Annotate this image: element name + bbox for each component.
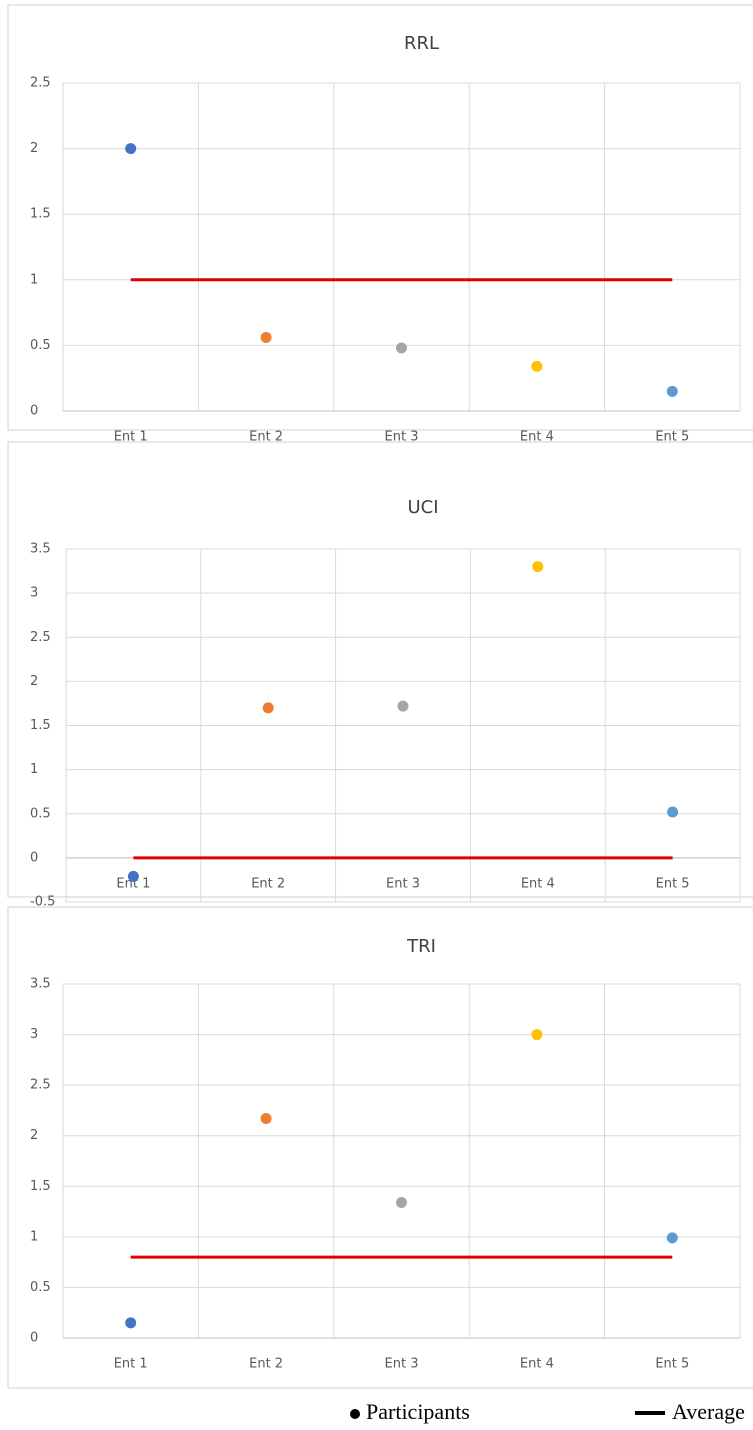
chart-title: UCI [407, 497, 438, 518]
data-point [262, 702, 274, 714]
y-tick-label: 0.5 [30, 338, 51, 353]
x-tick-label: Ent 1 [116, 876, 150, 891]
y-tick-label: 2 [30, 674, 38, 689]
y-tick-label: 1.5 [30, 718, 51, 733]
data-point [666, 1232, 678, 1244]
x-tick-label: Ent 2 [249, 430, 283, 445]
y-tick-label: 3.5 [30, 977, 51, 992]
x-tick-label: Ent 4 [521, 876, 555, 891]
y-tick-label: 1 [30, 762, 38, 777]
x-tick-label: Ent 3 [385, 430, 419, 445]
y-tick-label: 0.5 [30, 1280, 51, 1295]
data-point [260, 1113, 272, 1125]
legend-marker [350, 1409, 360, 1419]
y-tick-label: 1.5 [30, 1179, 51, 1194]
data-point [396, 1196, 407, 1208]
data-point [666, 385, 678, 397]
x-tick-label: Ent 5 [656, 876, 690, 891]
x-tick-label: Ent 5 [655, 430, 689, 445]
panel-border [7, 4, 753, 431]
data-point [125, 1317, 137, 1329]
y-tick-label: 0 [30, 850, 38, 865]
data-point [127, 870, 139, 882]
data-point [667, 806, 679, 818]
panel-border [7, 441, 753, 898]
legend-label: Average [672, 1399, 745, 1424]
x-tick-label: Ent 5 [655, 1357, 689, 1372]
data-point [397, 700, 409, 712]
y-tick-label: 0 [30, 404, 38, 419]
chart-title: TRI [406, 936, 436, 957]
data-point [396, 342, 407, 354]
y-tick-label: 2 [30, 141, 38, 156]
y-tick-label: 1 [30, 272, 38, 287]
x-tick-label: Ent 1 [114, 1357, 148, 1372]
x-tick-label: Ent 4 [520, 1357, 554, 1372]
y-tick-label: 2.5 [30, 630, 51, 645]
chart-title: RRL [404, 33, 439, 54]
x-tick-label: Ent 1 [114, 430, 148, 445]
x-tick-label: Ent 4 [520, 430, 554, 445]
data-point [125, 143, 137, 155]
y-tick-label: 3.5 [30, 542, 51, 557]
x-tick-label: Ent 3 [386, 876, 420, 891]
y-tick-label: 0.5 [30, 806, 51, 821]
x-tick-label: Ent 2 [249, 1357, 283, 1372]
data-point [260, 332, 272, 344]
data-point [532, 561, 544, 573]
y-tick-label: 3 [30, 586, 38, 601]
y-tick-label: 1.5 [30, 207, 51, 222]
data-point [531, 1029, 543, 1041]
y-tick-label: 2 [30, 1128, 38, 1143]
panel-border [7, 906, 753, 1389]
y-tick-label: -0.5 [30, 895, 55, 910]
y-tick-label: 1 [30, 1229, 38, 1244]
y-tick-label: 2.5 [30, 1078, 51, 1093]
legend-label: Participants [366, 1399, 470, 1424]
y-tick-label: 3 [30, 1027, 38, 1042]
data-point [531, 360, 543, 372]
y-tick-label: 2.5 [30, 76, 51, 91]
x-tick-label: Ent 2 [251, 876, 285, 891]
y-tick-label: 0 [30, 1331, 38, 1346]
x-tick-label: Ent 3 [385, 1357, 419, 1372]
